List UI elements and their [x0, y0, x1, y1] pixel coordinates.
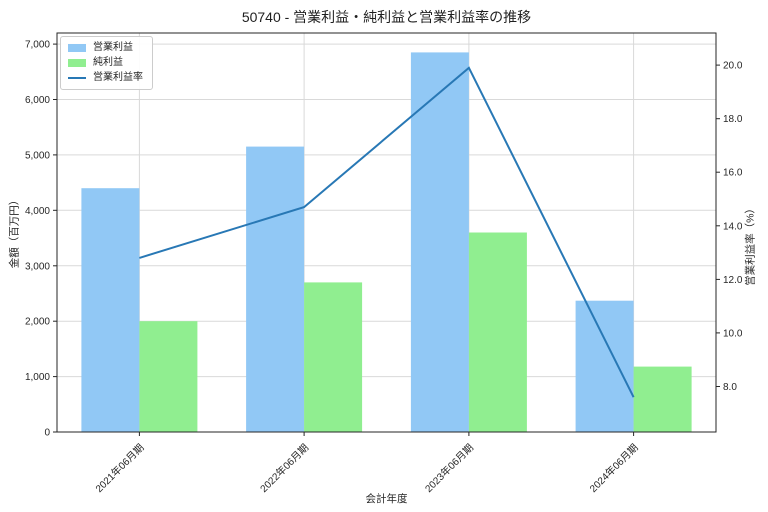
chart-title: 50740 - 営業利益・純利益と営業利益率の推移: [241, 9, 532, 25]
legend-swatch-operating-margin-line-icon: [68, 77, 86, 79]
y-axis-label-right: 営業利益率（%）: [744, 203, 757, 286]
legend-item-operating-margin: 営業利益率: [68, 72, 143, 84]
legend-swatch-operating-profit-icon: [68, 44, 86, 52]
x-tick-label: 2021年06月期: [93, 441, 147, 495]
axis-ticks: [53, 43, 720, 436]
legend: 営業利益 純利益 営業利益率: [60, 36, 153, 90]
y-tick-label-right: 20.0: [723, 61, 743, 72]
y-tick-label-left: 0: [44, 428, 50, 439]
y-tick-label-left: 3,000: [25, 261, 50, 272]
y-tick-label-right: 16.0: [723, 168, 743, 179]
bar-series-0: [81, 52, 634, 433]
y-tick-label-left: 7,000: [25, 40, 50, 51]
y-tick-label-left: 4,000: [25, 206, 50, 217]
x-tick-label: 2023年06月期: [422, 441, 476, 495]
y-tick-label-left: 1,000: [25, 372, 50, 383]
operating-margin-line: [139, 66, 635, 398]
y-axis-label-left: 金額（百万円）: [8, 194, 21, 269]
legend-swatch-net-profit-icon: [68, 59, 86, 67]
y-tick-label-right: 10.0: [723, 328, 743, 339]
y-tick-label-left: 5,000: [25, 150, 50, 161]
legend-label: 営業利益: [93, 42, 133, 53]
bar: [633, 366, 692, 432]
bar-series-1: [139, 232, 692, 432]
bar: [410, 52, 469, 433]
bar: [139, 321, 198, 432]
bar: [81, 188, 140, 432]
legend-item-operating-profit: 営業利益: [68, 42, 143, 54]
y-tick-label-right: 8.0: [723, 382, 737, 393]
x-tick-label: 2022年06月期: [257, 441, 311, 495]
bar: [575, 300, 634, 432]
y-tick-label-left: 6,000: [25, 95, 50, 106]
y-tick-label-right: 14.0: [723, 221, 743, 232]
y-tick-label-left: 2,000: [25, 317, 50, 328]
bar: [468, 232, 527, 432]
bar: [246, 146, 305, 432]
bar: [304, 282, 363, 432]
legend-label: 営業利益率: [93, 72, 143, 83]
legend-label: 純利益: [93, 57, 123, 68]
x-tick-label: 2024年06月期: [587, 441, 641, 495]
legend-item-net-profit: 純利益: [68, 57, 143, 69]
y-tick-label-right: 18.0: [723, 114, 743, 125]
y-tick-label-right: 12.0: [723, 275, 743, 286]
plot-border: [56, 32, 717, 433]
x-axis-label: 会計年度: [365, 493, 408, 505]
